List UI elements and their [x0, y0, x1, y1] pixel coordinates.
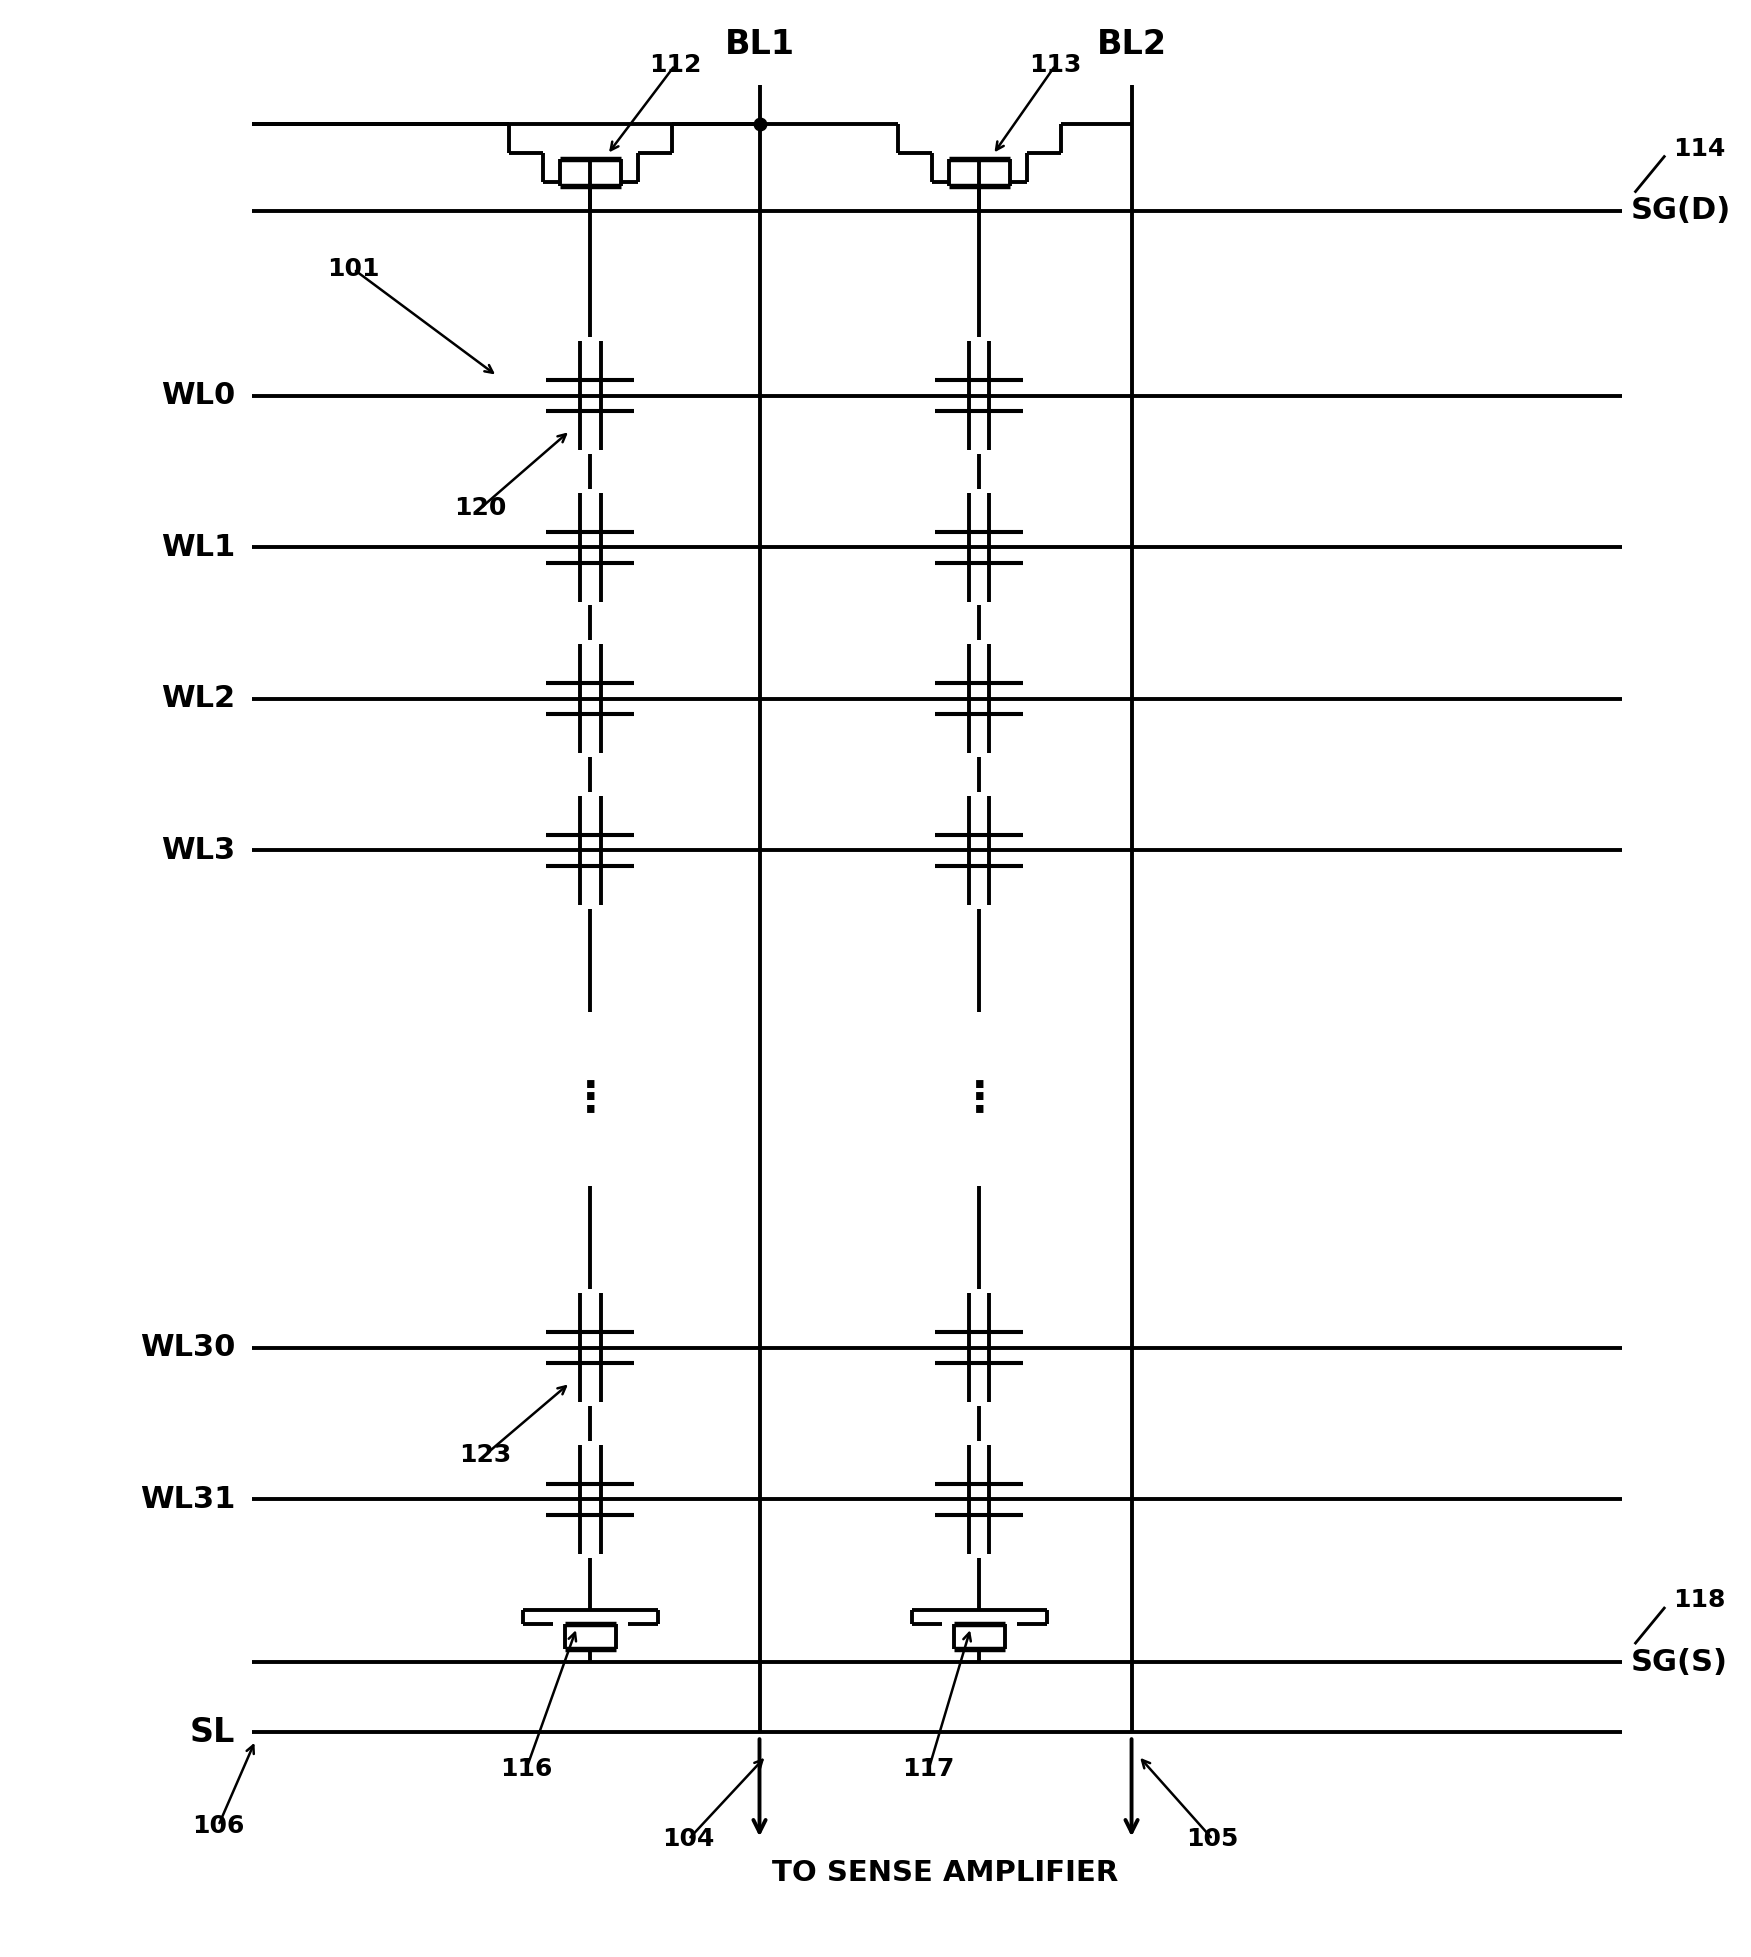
- Text: 117: 117: [902, 1757, 954, 1781]
- Text: ⋮: ⋮: [569, 1078, 611, 1119]
- Text: 101: 101: [327, 256, 380, 282]
- Text: SG(D): SG(D): [1630, 196, 1730, 225]
- Text: 118: 118: [1672, 1589, 1725, 1613]
- Text: 106: 106: [193, 1814, 245, 1838]
- Text: 114: 114: [1672, 137, 1725, 160]
- Text: 113: 113: [1030, 53, 1082, 76]
- Text: 116: 116: [501, 1757, 552, 1781]
- Text: BL1: BL1: [725, 27, 795, 61]
- Text: 112: 112: [650, 53, 700, 76]
- Text: TO SENSE AMPLIFIER: TO SENSE AMPLIFIER: [772, 1859, 1119, 1887]
- Text: 120: 120: [454, 497, 506, 521]
- Text: WL3: WL3: [161, 836, 235, 865]
- Text: SL: SL: [189, 1716, 235, 1750]
- Text: WL2: WL2: [161, 685, 235, 712]
- Text: WL0: WL0: [161, 382, 235, 411]
- Text: WL31: WL31: [140, 1485, 235, 1515]
- Text: 105: 105: [1187, 1828, 1240, 1851]
- Text: 123: 123: [459, 1442, 511, 1466]
- Text: WL1: WL1: [161, 532, 235, 562]
- Text: 104: 104: [662, 1828, 714, 1851]
- Text: ⋮: ⋮: [958, 1078, 1000, 1119]
- Text: BL2: BL2: [1096, 27, 1166, 61]
- Text: WL30: WL30: [140, 1333, 235, 1362]
- Text: SG(S): SG(S): [1630, 1648, 1728, 1677]
